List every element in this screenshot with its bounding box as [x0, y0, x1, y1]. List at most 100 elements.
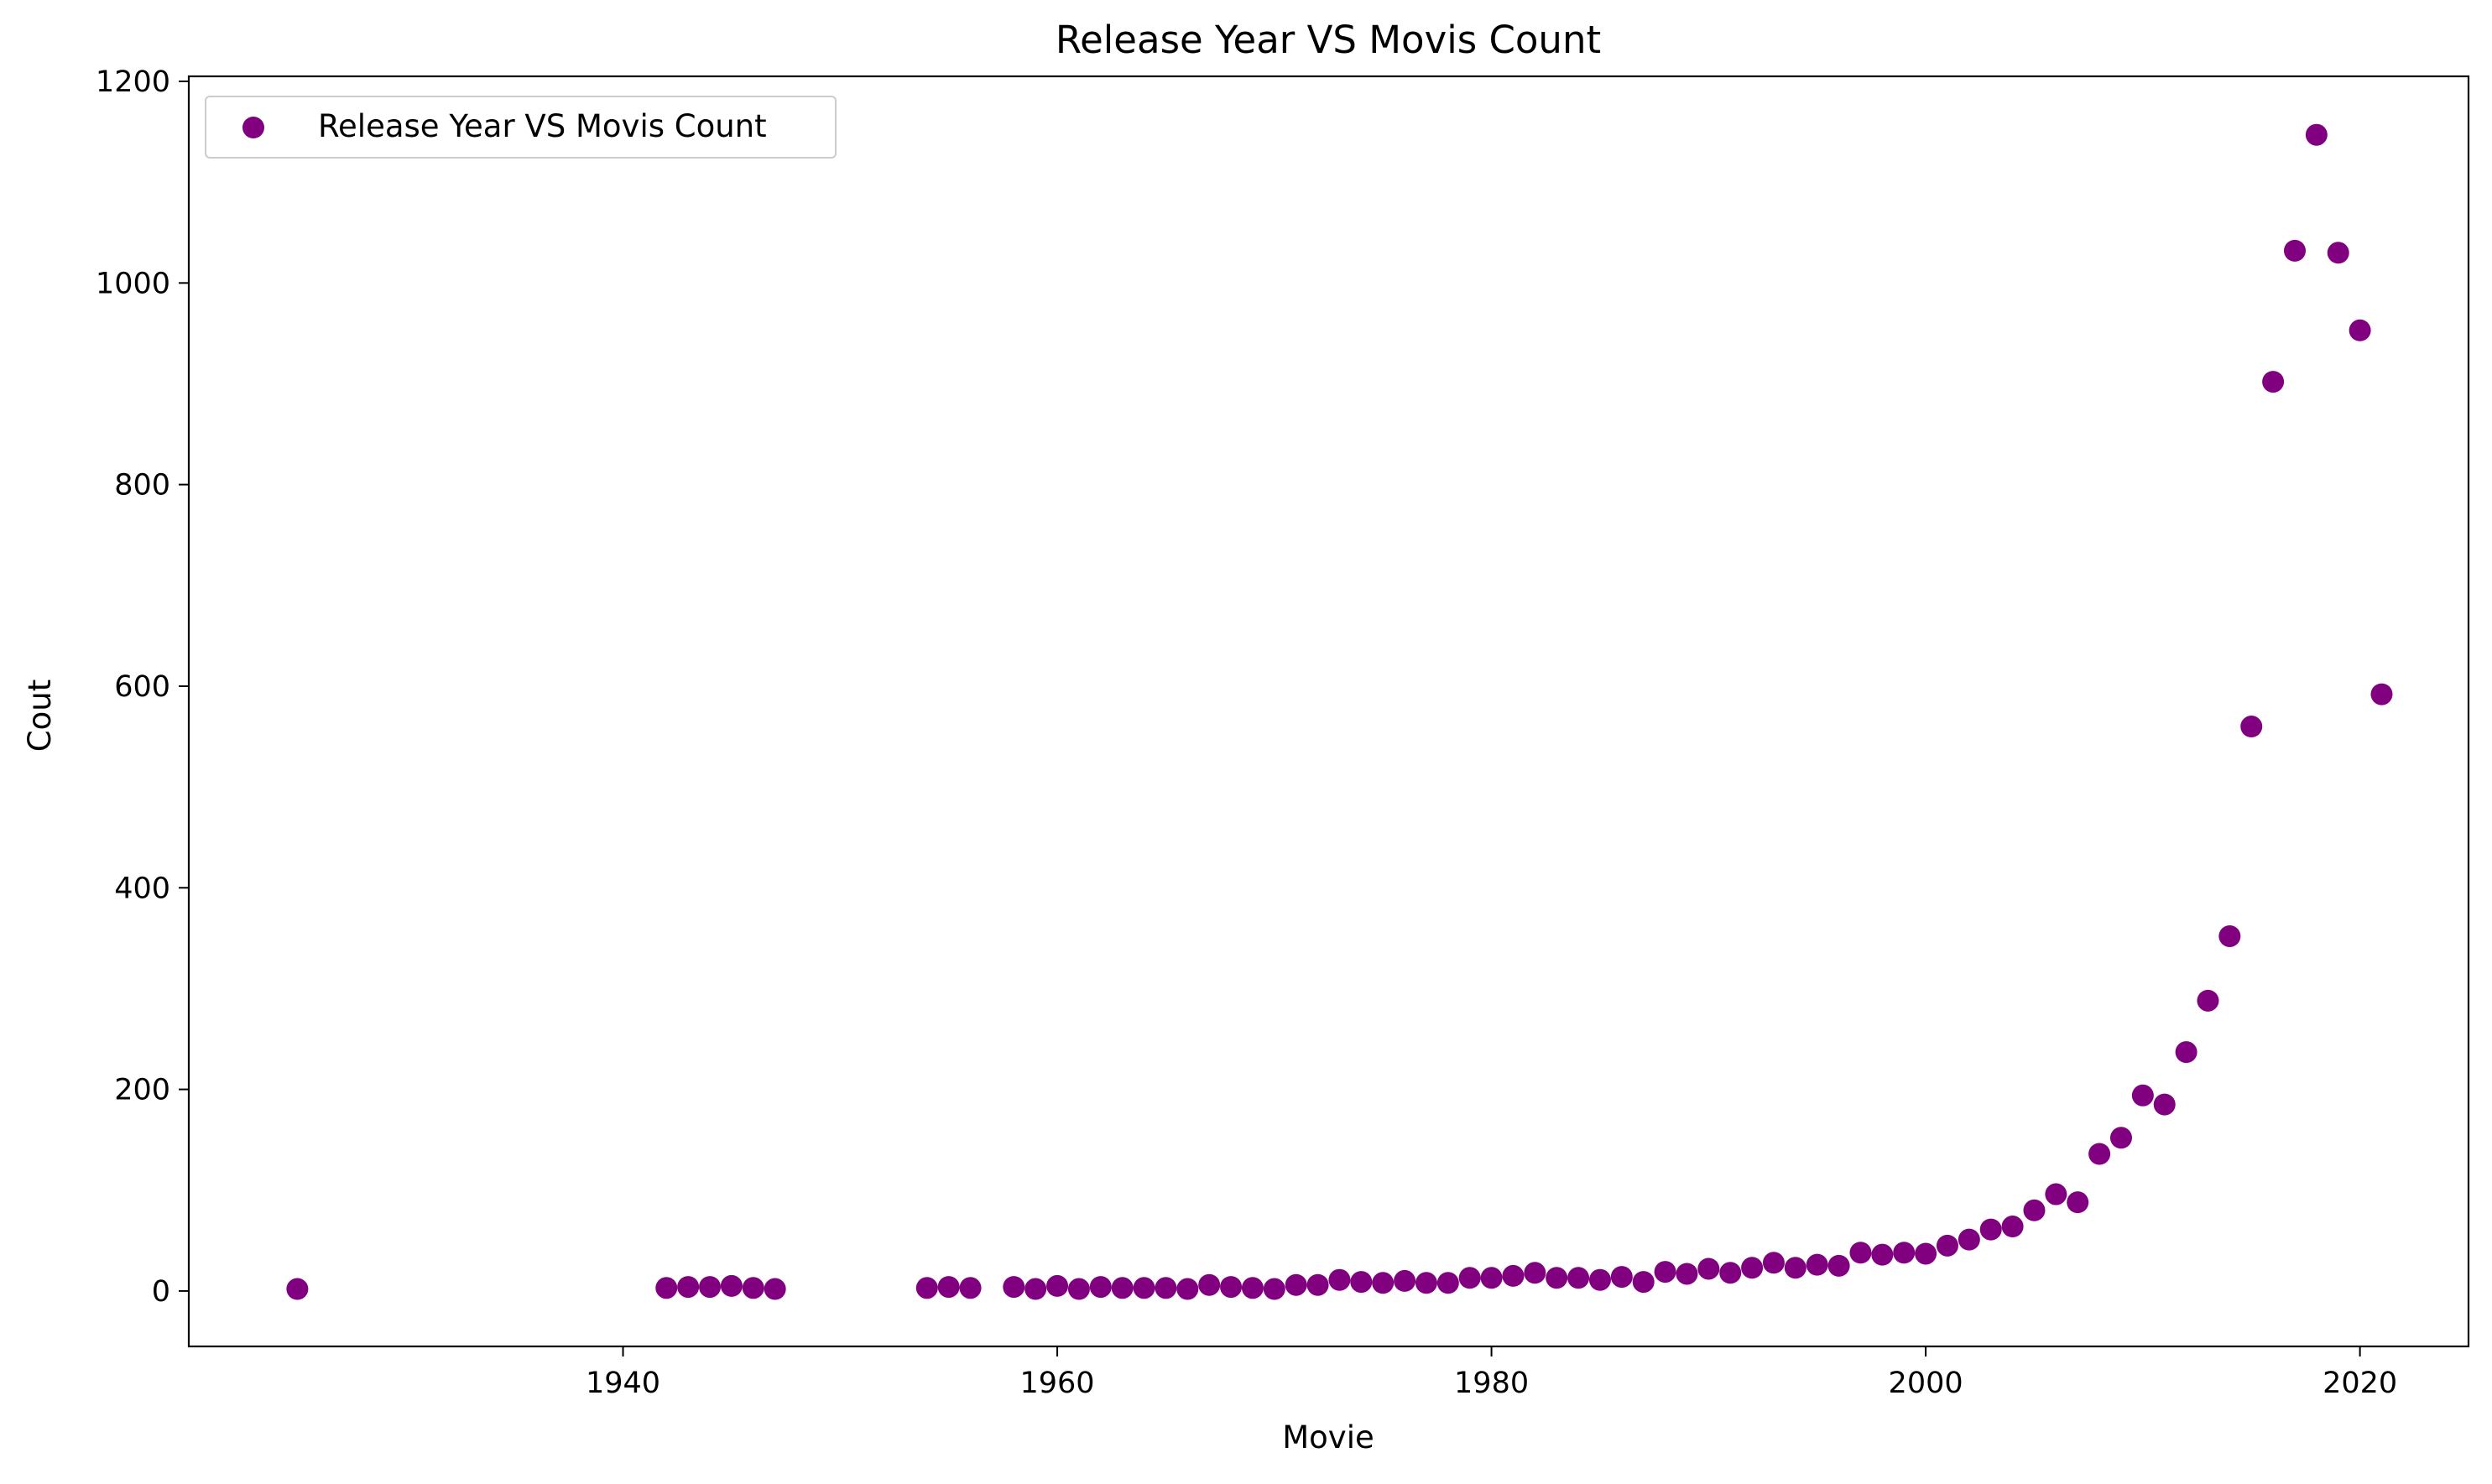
- legend-marker: [242, 117, 264, 138]
- data-point: [1784, 1257, 1806, 1279]
- data-point: [1893, 1242, 1916, 1264]
- data-point: [2088, 1143, 2111, 1165]
- data-point: [1046, 1274, 1069, 1297]
- data-point: [1198, 1273, 1221, 1296]
- data-point: [1915, 1242, 1937, 1265]
- data-point: [1089, 1276, 1112, 1299]
- data-point: [2175, 1041, 2197, 1064]
- data-point: [677, 1276, 700, 1299]
- data-point: [1480, 1267, 1503, 1289]
- x-axis-ticks: 1940 1960 1980 2000 2020: [586, 1346, 2397, 1400]
- data-point: [1697, 1257, 1720, 1280]
- data-point: [1394, 1269, 1416, 1292]
- data-point: [2153, 1093, 2176, 1116]
- data-point: [1958, 1228, 1980, 1251]
- legend-box: [205, 96, 837, 159]
- data-point: [742, 1277, 764, 1299]
- data-point: [1155, 1277, 1177, 1299]
- data-point: [2262, 371, 2285, 393]
- data-point: [1806, 1253, 1828, 1276]
- plot-frame: [187, 75, 2470, 1348]
- data-point: [1176, 1278, 1199, 1300]
- legend-label: Release Year VS Movis Count: [318, 108, 767, 144]
- data-point: [1241, 1277, 1264, 1299]
- data-point: [1849, 1242, 1872, 1264]
- data-point: [2240, 716, 2263, 738]
- data-point: [1524, 1262, 1546, 1284]
- plot-area: [286, 123, 2393, 1300]
- data-point: [1436, 1272, 1459, 1294]
- data-point: [2218, 924, 2241, 947]
- data-point: [1003, 1276, 1025, 1299]
- data-point: [1415, 1272, 1437, 1294]
- data-point: [1827, 1254, 1850, 1277]
- data-point: [2131, 1084, 2154, 1106]
- data-point: [2370, 683, 2393, 706]
- x-tick-label: 2020: [2323, 1367, 2397, 1400]
- data-point: [1328, 1268, 1351, 1291]
- data-point: [1133, 1277, 1155, 1299]
- data-point: [1979, 1218, 2002, 1241]
- data-point: [1741, 1257, 1764, 1279]
- data-point: [1285, 1273, 1307, 1296]
- x-tick-label: 1980: [1454, 1367, 1529, 1400]
- data-point: [1502, 1264, 1525, 1287]
- data-point: [720, 1274, 743, 1297]
- data-point: [1936, 1234, 1958, 1257]
- data-point: [1871, 1243, 1894, 1266]
- x-tick-label: 2000: [1889, 1367, 1963, 1400]
- data-point: [2327, 242, 2349, 264]
- data-point: [1220, 1276, 1243, 1299]
- data-point: [655, 1277, 678, 1299]
- data-point: [2349, 319, 2371, 341]
- data-point: [2305, 123, 2328, 146]
- data-point: [1111, 1277, 1134, 1299]
- data-point: [1719, 1262, 1742, 1284]
- data-point: [764, 1278, 786, 1300]
- data-point: [1567, 1267, 1590, 1289]
- data-point: [2283, 239, 2306, 262]
- y-tick-label: 0: [152, 1275, 170, 1309]
- legend: Release Year VS Movis Count: [205, 96, 837, 159]
- data-point: [2001, 1216, 2024, 1238]
- x-tick-label: 1940: [586, 1367, 660, 1400]
- x-tick-label: 1960: [1020, 1367, 1095, 1400]
- data-point: [286, 1278, 309, 1300]
- data-point: [2023, 1199, 2046, 1221]
- y-axis-ticks: 0 200 400 600 800 1000 1200: [96, 65, 189, 1309]
- data-point: [1654, 1261, 1676, 1284]
- y-axis-label: Cout: [22, 680, 58, 752]
- data-point: [1458, 1267, 1481, 1289]
- data-point: [1372, 1272, 1395, 1294]
- y-tick-label: 1000: [96, 267, 170, 300]
- chart-title: Release Year VS Movis Count: [1056, 18, 1601, 62]
- data-point: [1632, 1271, 1655, 1294]
- data-point: [2045, 1183, 2067, 1205]
- x-axis-label: Movie: [1282, 1419, 1374, 1455]
- data-point: [1263, 1278, 1285, 1300]
- data-point: [1024, 1278, 1047, 1300]
- data-point: [2109, 1127, 2132, 1149]
- y-tick-label: 800: [114, 469, 170, 502]
- data-point: [937, 1276, 960, 1299]
- data-point: [959, 1277, 982, 1299]
- data-point: [1610, 1266, 1633, 1289]
- data-point: [1762, 1252, 1785, 1274]
- y-tick-label: 200: [114, 1074, 170, 1107]
- data-point: [1350, 1271, 1373, 1294]
- data-point: [1546, 1267, 1568, 1289]
- data-point: [915, 1277, 938, 1299]
- data-point: [1676, 1263, 1698, 1285]
- data-point: [699, 1276, 722, 1299]
- y-tick-label: 400: [114, 872, 170, 905]
- data-point: [2197, 989, 2219, 1012]
- data-point: [2067, 1191, 2089, 1214]
- data-point: [1588, 1268, 1611, 1291]
- data-point: [1306, 1273, 1329, 1296]
- y-tick-label: 600: [114, 670, 170, 704]
- data-point: [1067, 1278, 1090, 1300]
- y-tick-label: 1200: [96, 65, 170, 99]
